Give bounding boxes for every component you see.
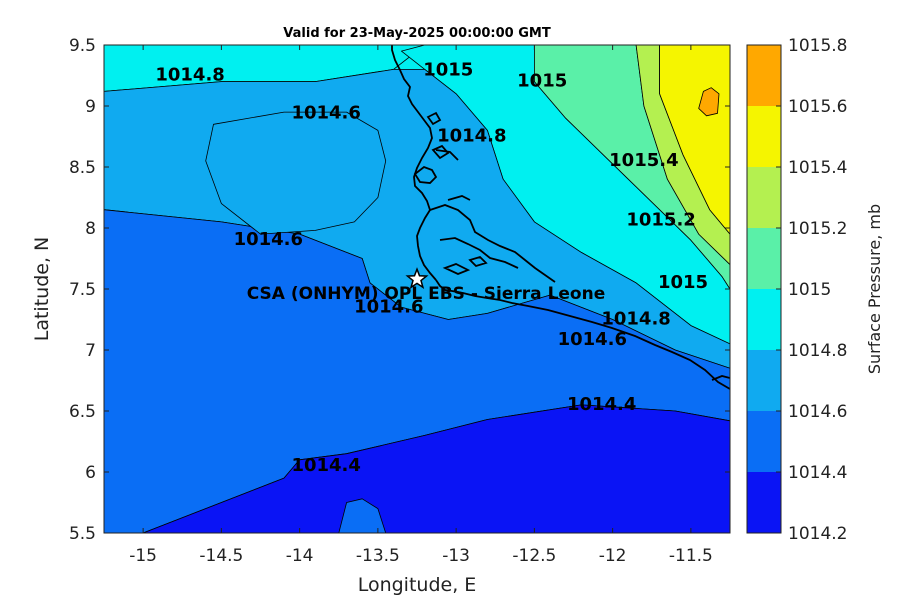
contour-label-4: 1014.8 [437, 126, 506, 147]
star-icon [405, 267, 429, 290]
colorbar-tick-label: 1015.8 [788, 36, 847, 56]
contour-region-5 [698, 87, 720, 117]
contour-label-10: 1014.6 [354, 296, 423, 317]
x-tick-label: -14 [286, 546, 314, 566]
colorbar-swatch [747, 350, 781, 411]
colorbar-tick-label: 1015.4 [788, 158, 847, 178]
station: CSA (ONHYM) OPL EBS - Sierra Leone [247, 267, 606, 304]
colorbar-swatch [747, 289, 781, 350]
contour-label-6: 1015.2 [626, 210, 695, 231]
colorbar-tick-label: 1014.4 [788, 463, 847, 483]
colorbar-tick-label: 1014.2 [788, 524, 847, 544]
contour-label-9: 1014.8 [601, 309, 670, 330]
x-tick-label: -13 [442, 546, 470, 566]
colorbar-label: Surface Pressure, mb [865, 204, 884, 374]
x-tick-label: -13.5 [356, 546, 400, 566]
contour-label-1: 1015 [423, 60, 473, 81]
colorbar-tick-label: 1014.8 [788, 341, 847, 361]
colorbar-tick-label: 1015.2 [788, 219, 847, 239]
plot-area: 1014.8 101510151014.61014.81015.41015.210… [104, 45, 730, 533]
colorbar-swatch [747, 411, 781, 472]
coastline-main [435, 279, 730, 390]
colorbar: 1014.2 1014.4 1014.6 1014.8 1015 1015.2 1015.4… [746, 36, 847, 544]
contour-label-13: 1014.4 [291, 455, 360, 476]
coastline-inlets [429, 149, 730, 381]
contour-label-5: 1015.4 [609, 150, 678, 171]
x-axis-label: Longitude, E [358, 574, 477, 596]
colorbar-swatch [747, 106, 781, 167]
contour-label-2: 1015 [517, 71, 567, 92]
colorbar-swatch [747, 167, 781, 228]
y-tick-label: 6.5 [69, 402, 96, 422]
colorbar-tick-label: 1015 [788, 280, 831, 300]
y-tick-label: 8.5 [69, 158, 96, 178]
x-tick-label: -12 [599, 546, 627, 566]
x-tick-label: -15 [129, 546, 157, 566]
colorbar-tick-label: 1014.6 [788, 402, 847, 422]
x-tick-label: -14.5 [199, 546, 243, 566]
contour-label-3: 1014.6 [291, 102, 360, 123]
y-tick-label: 7.5 [69, 280, 96, 300]
contour-label-0: 1014.8 [155, 65, 224, 86]
x-tick-label: -12.5 [512, 546, 556, 566]
y-axis-label: Latitude, N [31, 237, 53, 342]
y-tick-label: 9 [85, 97, 96, 117]
y-tick-label: 9.5 [69, 36, 96, 56]
y-tick-label: 6 [85, 463, 96, 483]
station-label: CSA (ONHYM) OPL EBS - Sierra Leone [247, 284, 606, 304]
colorbar-swatch [747, 472, 781, 533]
contour-label-11: 1014.6 [558, 329, 627, 350]
contour-region-10 [338, 498, 387, 533]
map-title: Valid for 23-May-2025 00:00:00 GMT [283, 26, 551, 41]
contour-region-9 [142, 404, 730, 533]
contour-label-7: 1014.6 [234, 229, 303, 250]
coastline-islands [413, 111, 488, 275]
y-tick-label: 7 [85, 341, 96, 361]
colorbar-swatch [747, 45, 781, 106]
y-axis-ticks: 5.5 6 6.5 7 7.5 8 8.5 9 9.5 [69, 36, 730, 544]
coastline-estuary [391, 45, 437, 281]
contour-label-8: 1015 [658, 272, 708, 293]
colorbar-swatch [747, 228, 781, 289]
y-tick-label: 8 [85, 219, 96, 239]
x-axis-ticks: -15 -14.5 -14 -13.5 -13 -12.5 -12 -11.5 [129, 45, 713, 566]
pressure-contour-fills [104, 45, 730, 533]
colorbar-tick-label: 1015.6 [788, 97, 847, 117]
coastline [391, 45, 730, 390]
y-tick-label: 5.5 [69, 524, 96, 544]
contour-label-12: 1014.4 [567, 394, 636, 415]
contour-labels: 1014.8 101510151014.61014.81015.41015.210… [155, 60, 708, 476]
contour-region-8 [205, 111, 387, 235]
x-tick-label: -11.5 [669, 546, 713, 566]
